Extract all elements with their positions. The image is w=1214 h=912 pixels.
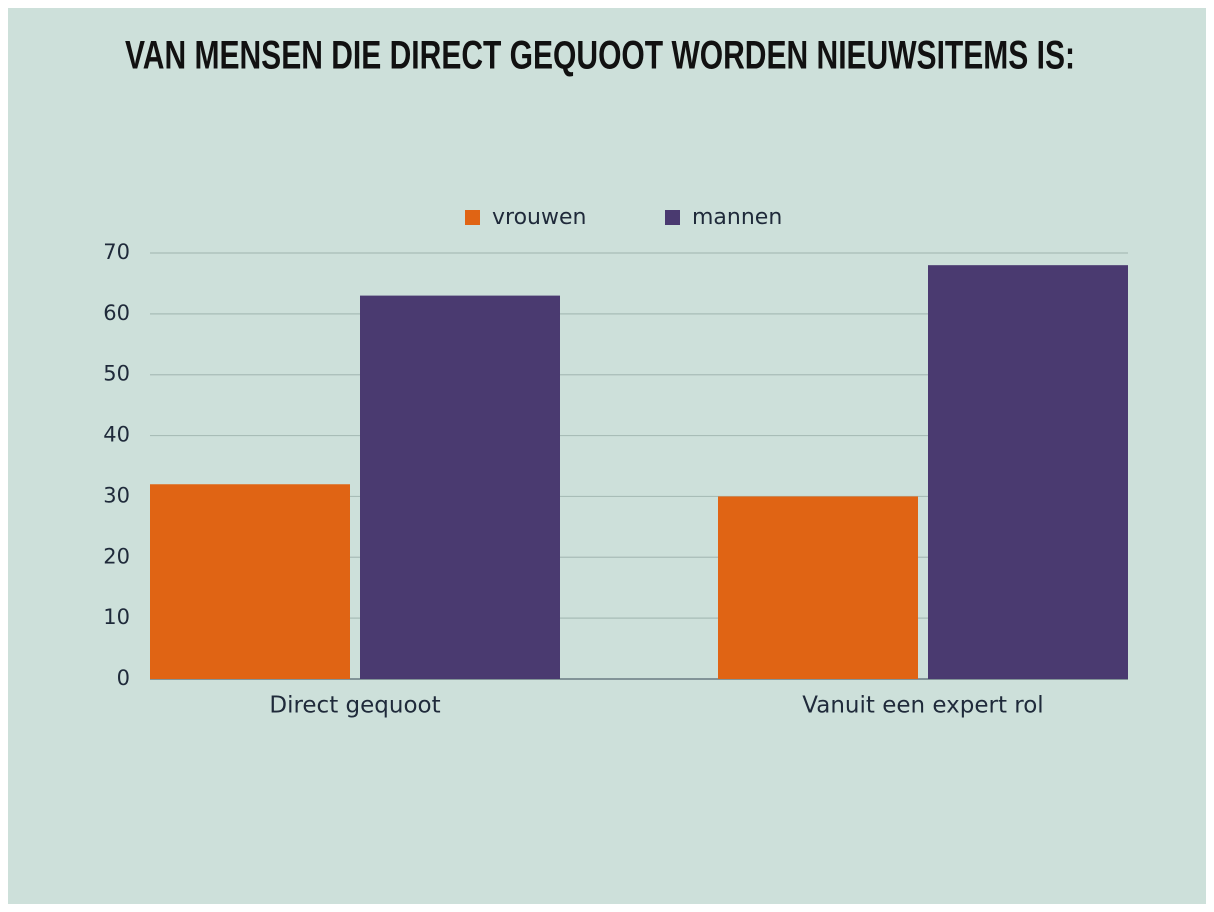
- bar: [928, 265, 1128, 679]
- y-tick-label: 70: [103, 240, 130, 264]
- y-tick-label: 50: [103, 362, 130, 386]
- legend-label: mannen: [692, 205, 782, 230]
- x-tick-label: Direct gequoot: [269, 693, 440, 719]
- legend-label: vrouwen: [492, 205, 586, 230]
- legend-swatch: [665, 210, 680, 225]
- y-tick-label: 20: [103, 544, 130, 568]
- bar: [150, 484, 350, 679]
- bar: [360, 295, 560, 679]
- y-tick-label: 0: [117, 666, 130, 690]
- x-tick-label: Vanuit een expert rol: [802, 693, 1043, 719]
- chart-title: VAN MENSEN DIE DIRECT GEQUOOT WORDEN NIE…: [125, 34, 1075, 78]
- bar: [718, 496, 918, 679]
- y-tick-label: 40: [103, 423, 130, 447]
- legend-swatch: [465, 210, 480, 225]
- y-tick-label: 60: [103, 301, 130, 325]
- y-tick-label: 30: [103, 483, 130, 507]
- y-tick-label: 10: [103, 605, 130, 629]
